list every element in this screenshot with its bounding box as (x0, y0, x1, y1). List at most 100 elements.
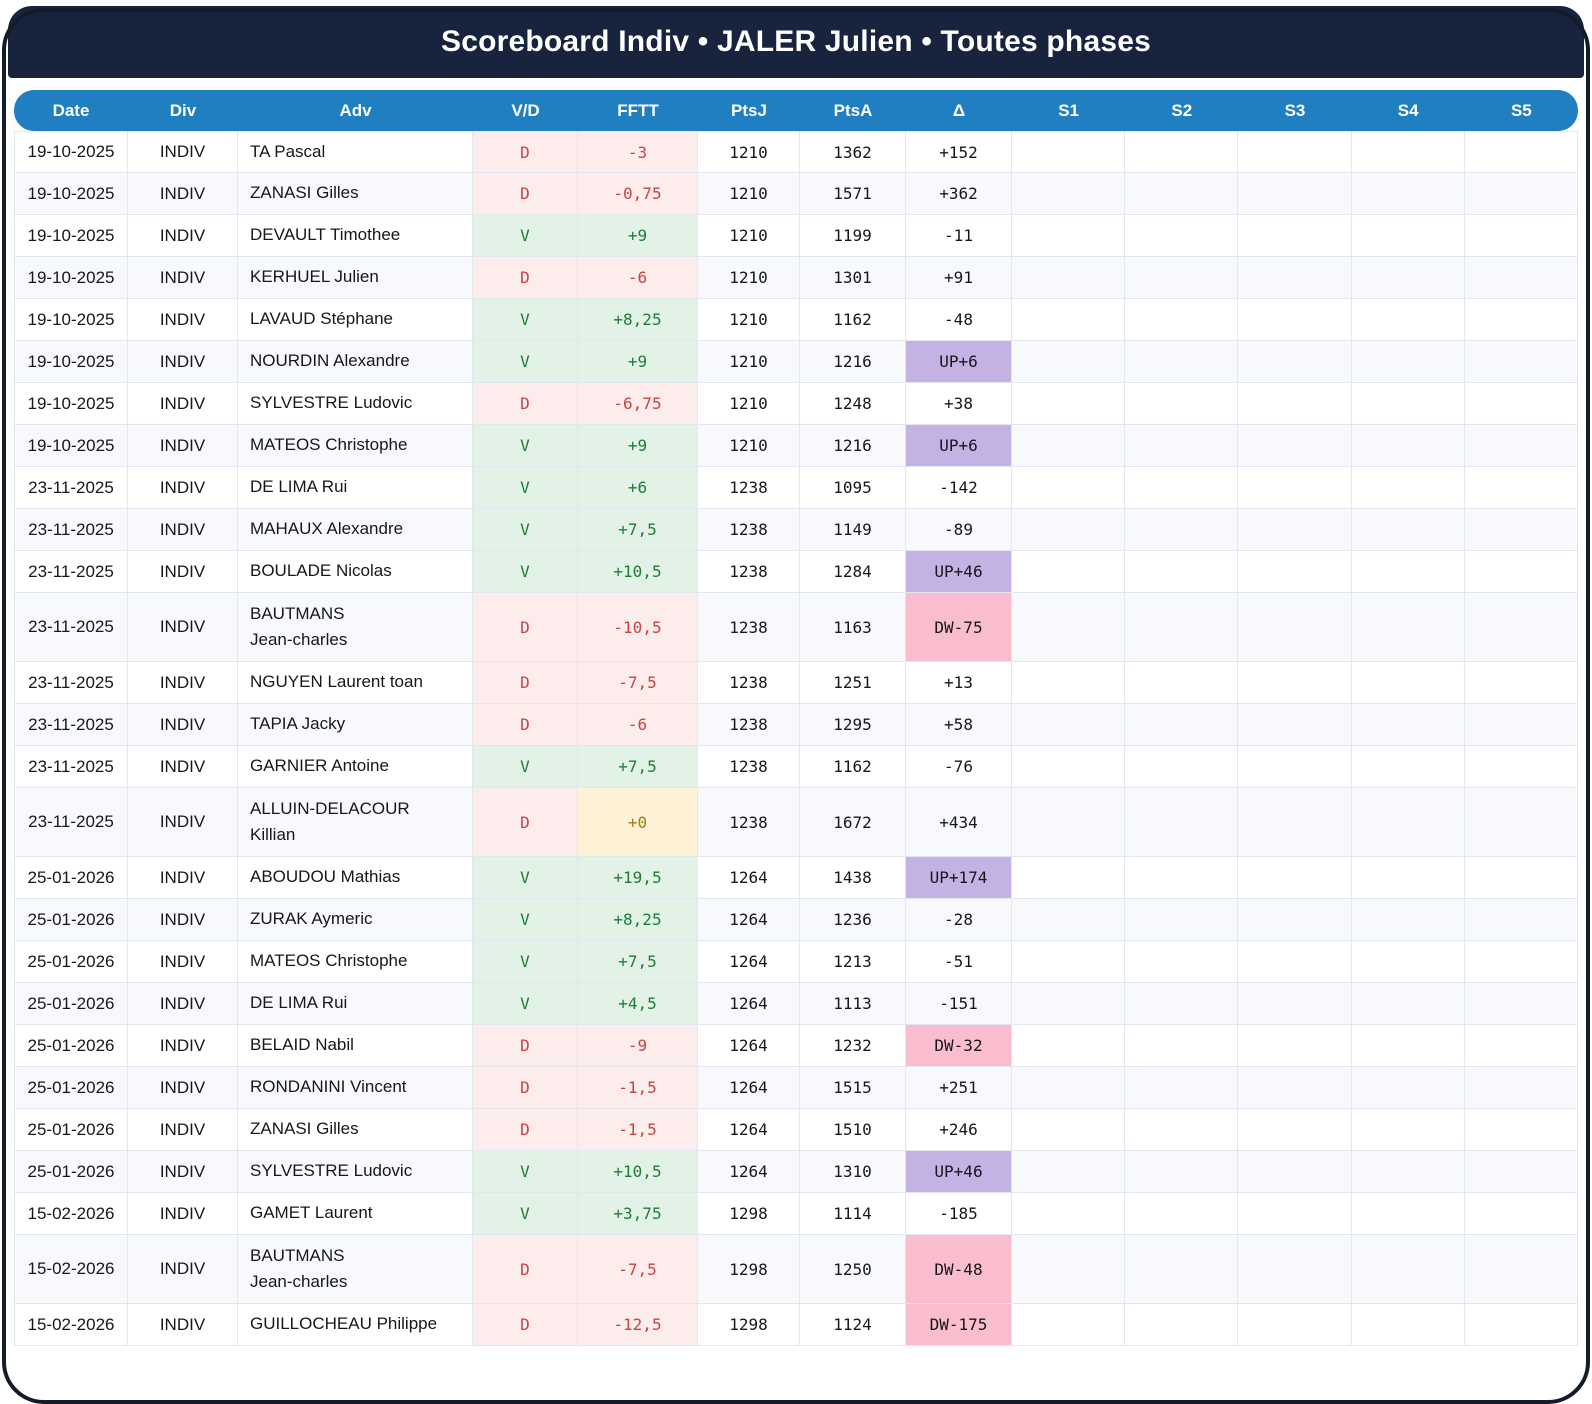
cell-s3 (1238, 899, 1352, 941)
cell-fftt: +8,25 (578, 299, 698, 341)
cell-fftt: +9 (578, 425, 698, 467)
cell-s3 (1238, 1067, 1352, 1109)
cell-delta: DW-32 (906, 1025, 1012, 1067)
cell-s1 (1012, 131, 1126, 173)
cell-vd: D (473, 1067, 578, 1109)
cell-s2 (1125, 551, 1239, 593)
cell-fftt: -6,75 (578, 383, 698, 425)
cell-s5 (1464, 746, 1578, 788)
cell-s4 (1351, 215, 1465, 257)
cell-date: 19-10-2025 (14, 425, 128, 467)
cell-s2 (1125, 173, 1239, 215)
cell-s5 (1464, 1067, 1578, 1109)
cell-s5 (1464, 1025, 1578, 1067)
column-header-v-d: V/D (473, 90, 578, 131)
cell-vd: V (473, 746, 578, 788)
cell-ptsj: 1238 (698, 551, 800, 593)
cell-delta: -28 (906, 899, 1012, 941)
cell-ptsj: 1210 (698, 173, 800, 215)
cell-div: INDIV (128, 788, 238, 857)
cell-s2 (1125, 1109, 1239, 1151)
cell-s5 (1464, 1151, 1578, 1193)
table-row: 23-11-2025 INDIV BAUTMANS Jean-charles D -10… (14, 593, 1578, 662)
cell-s5 (1464, 131, 1578, 173)
cell-adv: DEVAULT Timothee (238, 215, 473, 257)
cell-s2 (1125, 1304, 1239, 1346)
cell-s3 (1238, 662, 1352, 704)
cell-s5 (1464, 215, 1578, 257)
cell-vd: D (473, 173, 578, 215)
cell-s1 (1012, 746, 1126, 788)
column-header-ptsa: PtsA (800, 90, 906, 131)
cell-s1 (1012, 1109, 1126, 1151)
cell-ptsj: 1210 (698, 299, 800, 341)
cell-s2 (1125, 899, 1239, 941)
cell-s5 (1464, 257, 1578, 299)
cell-vd: V (473, 857, 578, 899)
cell-delta: DW-175 (906, 1304, 1012, 1346)
cell-s5 (1464, 509, 1578, 551)
cell-ptsj: 1264 (698, 1109, 800, 1151)
cell-date: 19-10-2025 (14, 215, 128, 257)
cell-fftt: +9 (578, 215, 698, 257)
cell-s2 (1125, 1067, 1239, 1109)
cell-s2 (1125, 857, 1239, 899)
cell-ptsj: 1210 (698, 215, 800, 257)
cell-ptsa: 1672 (800, 788, 906, 857)
cell-div: INDIV (128, 1151, 238, 1193)
cell-s1 (1012, 593, 1126, 662)
cell-s2 (1125, 383, 1239, 425)
cell-ptsj: 1264 (698, 857, 800, 899)
cell-s5 (1464, 1235, 1578, 1304)
cell-s5 (1464, 662, 1578, 704)
cell-s3 (1238, 341, 1352, 383)
cell-ptsa: 1149 (800, 509, 906, 551)
scoreboard-table: Date Div Adv V/D FFTT PtsJ PtsA Δ S1 S2 S3 S4 S5 19-… (14, 90, 1578, 1346)
table-row: 23-11-2025 INDIV MAHAUX Alexandre V +7,5 1238… (14, 509, 1578, 551)
cell-s1 (1012, 341, 1126, 383)
table-row: 25-01-2026 INDIV RONDANINI Vincent D -1,5 126… (14, 1067, 1578, 1109)
cell-s1 (1012, 425, 1126, 467)
cell-date: 19-10-2025 (14, 257, 128, 299)
cell-fftt: -1,5 (578, 1109, 698, 1151)
cell-fftt: -7,5 (578, 662, 698, 704)
cell-div: INDIV (128, 746, 238, 788)
cell-s2 (1125, 131, 1239, 173)
cell-fftt: -1,5 (578, 1067, 698, 1109)
cell-date: 15-02-2026 (14, 1304, 128, 1346)
cell-s5 (1464, 341, 1578, 383)
cell-vd: V (473, 1151, 578, 1193)
cell-delta: -151 (906, 983, 1012, 1025)
cell-vd: V (473, 341, 578, 383)
column-header-s5: S5 (1464, 90, 1578, 131)
cell-ptsj: 1264 (698, 983, 800, 1025)
cell-ptsa: 1113 (800, 983, 906, 1025)
column-header-adv: Adv (238, 90, 473, 131)
table-row: 25-01-2026 INDIV ZANASI Gilles D -1,5 1264 151… (14, 1109, 1578, 1151)
cell-s4 (1351, 173, 1465, 215)
cell-delta: +246 (906, 1109, 1012, 1151)
table-row: 15-02-2026 INDIV BAUTMANS Jean-charles D -7,… (14, 1235, 1578, 1304)
cell-adv: NGUYEN Laurent toan (238, 662, 473, 704)
cell-div: INDIV (128, 704, 238, 746)
cell-adv: MATEOS Christophe (238, 941, 473, 983)
cell-s2 (1125, 509, 1239, 551)
cell-div: INDIV (128, 215, 238, 257)
cell-ptsj: 1298 (698, 1235, 800, 1304)
cell-s4 (1351, 941, 1465, 983)
cell-fftt: -10,5 (578, 593, 698, 662)
cell-s3 (1238, 983, 1352, 1025)
table-body: 19-10-2025 INDIV TA Pascal D -3 1210 1362 +152 1… (14, 131, 1578, 1346)
cell-delta: +91 (906, 257, 1012, 299)
cell-s5 (1464, 899, 1578, 941)
cell-delta: UP+46 (906, 551, 1012, 593)
cell-ptsa: 1216 (800, 341, 906, 383)
cell-s2 (1125, 746, 1239, 788)
table-row: 15-02-2026 INDIV GUILLOCHEAU Philippe D -12,… (14, 1304, 1578, 1346)
table-row: 19-10-2025 INDIV NOURDIN Alexandre V +9 1210 1… (14, 341, 1578, 383)
cell-adv: RONDANINI Vincent (238, 1067, 473, 1109)
cell-s3 (1238, 704, 1352, 746)
cell-s3 (1238, 788, 1352, 857)
cell-date: 19-10-2025 (14, 383, 128, 425)
cell-s2 (1125, 299, 1239, 341)
